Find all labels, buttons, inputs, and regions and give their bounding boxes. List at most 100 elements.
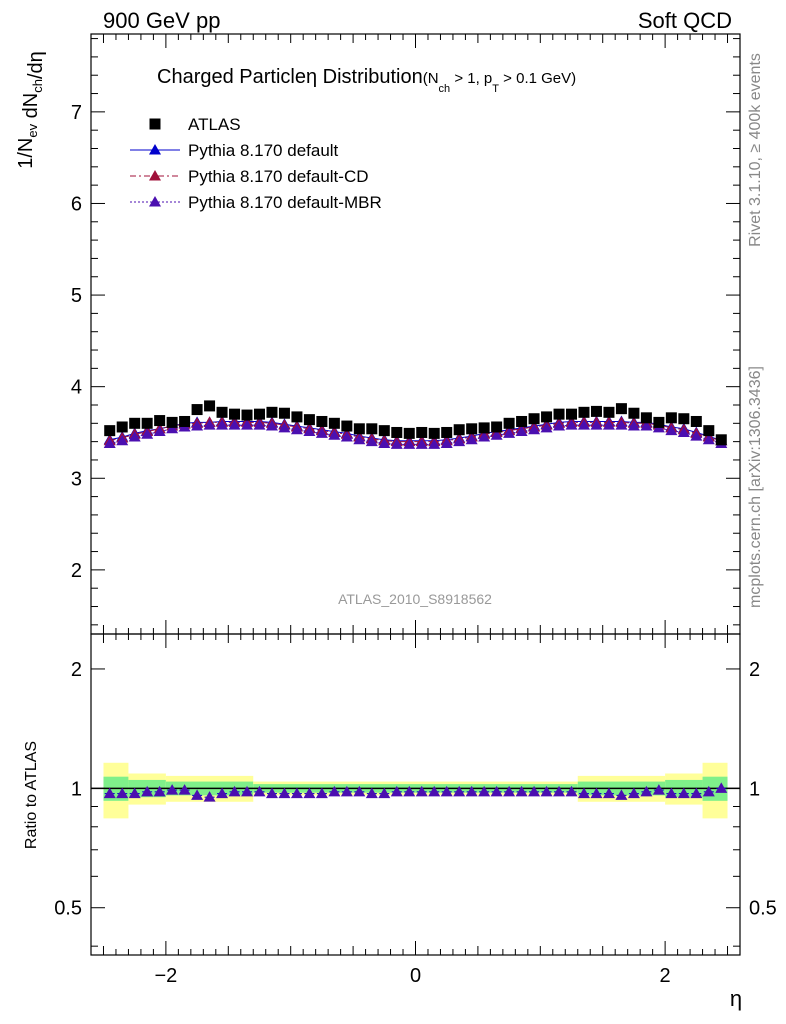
ratio-point xyxy=(515,785,528,797)
data-point xyxy=(515,425,528,437)
data-point xyxy=(403,427,415,439)
data-point xyxy=(440,437,453,448)
data-point xyxy=(565,419,578,430)
ratio-point xyxy=(265,787,278,799)
series-line xyxy=(109,424,722,445)
rivet-version-label: Rivet 3.1.10, ≥ 400k events xyxy=(747,53,764,247)
y-tick-label: 3 xyxy=(71,468,82,490)
plot-title: Charged Particleη Distribution(Nch > 1, … xyxy=(157,66,576,95)
data-point xyxy=(104,425,116,437)
data-point xyxy=(228,419,241,430)
data-point xyxy=(628,407,640,419)
data-point xyxy=(203,419,216,430)
data-point xyxy=(627,420,640,431)
data-point xyxy=(116,421,128,433)
ratio-point xyxy=(203,791,216,802)
data-point xyxy=(590,405,602,417)
data-point xyxy=(715,434,727,446)
ratio-point xyxy=(465,785,478,797)
data-point xyxy=(191,404,203,416)
data-point xyxy=(129,417,141,429)
data-point xyxy=(291,411,303,423)
header-collision-label: 900 GeV pp xyxy=(103,8,220,33)
data-point xyxy=(216,406,228,418)
ratio-point xyxy=(365,787,378,799)
x-tick-label: −2 xyxy=(154,965,177,987)
data-point xyxy=(141,417,153,429)
header-category-label: Soft QCD xyxy=(638,8,732,33)
data-point xyxy=(453,435,466,447)
data-point xyxy=(516,415,528,427)
data-point xyxy=(253,419,266,430)
y-tick-label-right: 2 xyxy=(749,659,760,681)
legend-label: ATLAS xyxy=(188,115,241,134)
y-tick-label: 1 xyxy=(71,778,82,800)
data-point xyxy=(166,422,179,434)
data-point xyxy=(328,429,341,440)
ratio-plot-panel: 0.5 0.5 1 1 2 2 −2 0 2 η Ratio to ATLAS xyxy=(23,633,777,1011)
data-point xyxy=(191,420,204,431)
data-point xyxy=(690,430,703,441)
legend-marker xyxy=(149,196,161,207)
data-point xyxy=(266,406,278,418)
data-point xyxy=(390,438,403,449)
ratio-series xyxy=(103,782,728,802)
data-point xyxy=(702,433,715,445)
ratio-point xyxy=(478,785,491,797)
ratio-point xyxy=(153,785,166,797)
ratio-y-axis-label: Ratio to ATLAS xyxy=(23,741,40,849)
data-point xyxy=(328,417,340,429)
ratio-point xyxy=(340,785,353,797)
y-tick-label: 4 xyxy=(71,377,82,399)
data-point xyxy=(403,438,416,449)
data-point xyxy=(690,415,702,427)
data-point xyxy=(577,419,590,430)
ratio-point xyxy=(166,784,179,795)
data-point xyxy=(365,435,378,447)
ratio-point xyxy=(590,787,603,799)
data-point xyxy=(128,431,141,442)
data-point xyxy=(528,413,540,425)
data-point xyxy=(341,420,353,432)
ratio-point xyxy=(428,785,441,797)
ratio-point xyxy=(540,785,553,797)
data-point xyxy=(503,417,515,429)
ratio-point xyxy=(303,787,316,799)
data-point xyxy=(366,423,378,435)
legend-entry: ATLAS xyxy=(149,115,241,134)
ratio-point xyxy=(278,787,291,799)
data-point xyxy=(640,412,652,424)
data-point xyxy=(103,437,116,448)
ratio-point xyxy=(390,785,403,797)
ratio-point xyxy=(128,787,141,799)
legend-marker xyxy=(149,144,161,155)
data-point xyxy=(303,425,316,437)
data-point xyxy=(465,433,478,445)
x-tick-label: 2 xyxy=(660,965,671,987)
data-point xyxy=(478,431,491,442)
ratio-point xyxy=(503,785,516,797)
data-point xyxy=(353,433,366,445)
ratio-point xyxy=(453,785,466,797)
data-point xyxy=(640,420,653,431)
data-point xyxy=(553,408,565,420)
legend: ATLAS Pythia 8.170 default Pythia 8.170 de… xyxy=(130,115,382,212)
ratio-point xyxy=(565,785,578,797)
data-point xyxy=(303,414,315,426)
y-axis-label: 1/Nev dNch/dη xyxy=(15,51,47,169)
data-point xyxy=(541,411,553,423)
data-point xyxy=(553,420,566,431)
ratio-point xyxy=(553,785,566,797)
data-point xyxy=(353,423,365,435)
y-tick-label-right: 1 xyxy=(749,778,760,800)
y-tick-label-right: 0.5 xyxy=(749,898,777,920)
legend-marker xyxy=(149,118,161,130)
data-point xyxy=(340,431,353,442)
ratio-point xyxy=(652,784,665,795)
data-point xyxy=(478,422,490,434)
legend-entry: Pythia 8.170 default-CD xyxy=(130,167,369,186)
legend-label: Pythia 8.170 default xyxy=(188,141,339,160)
ratio-point xyxy=(602,787,615,799)
data-point xyxy=(566,408,578,420)
data-point xyxy=(503,427,516,438)
